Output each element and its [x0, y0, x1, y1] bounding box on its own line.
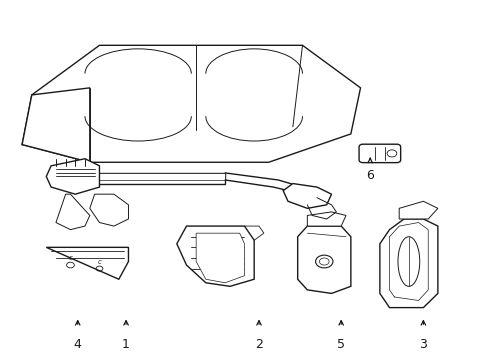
Text: 5: 5 [337, 338, 345, 351]
Text: 4: 4 [74, 338, 81, 351]
Polygon shape [283, 184, 331, 208]
Polygon shape [56, 194, 90, 230]
Text: c: c [68, 255, 72, 261]
Text: 3: 3 [419, 338, 427, 351]
FancyBboxPatch shape [358, 144, 400, 163]
Polygon shape [307, 212, 346, 226]
Polygon shape [177, 226, 254, 286]
Text: c: c [97, 258, 101, 265]
Text: 6: 6 [366, 169, 373, 183]
Polygon shape [398, 201, 437, 219]
Polygon shape [75, 173, 224, 180]
Text: 2: 2 [255, 338, 263, 351]
Polygon shape [22, 88, 90, 162]
Polygon shape [90, 194, 128, 226]
Polygon shape [75, 173, 224, 184]
Text: 1: 1 [122, 338, 130, 351]
Polygon shape [46, 159, 99, 194]
Polygon shape [22, 45, 360, 162]
Polygon shape [379, 219, 437, 307]
Polygon shape [46, 247, 128, 279]
Polygon shape [196, 233, 244, 283]
Polygon shape [297, 226, 350, 293]
